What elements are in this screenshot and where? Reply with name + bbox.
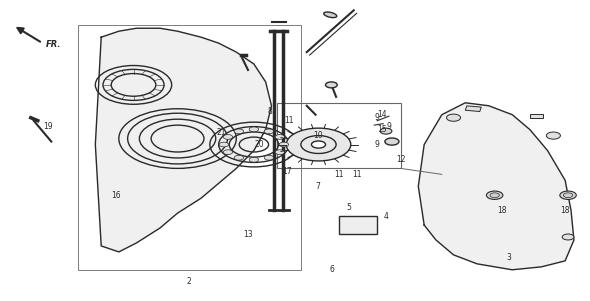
- Text: 10: 10: [314, 131, 323, 140]
- Circle shape: [563, 193, 573, 198]
- Text: 9: 9: [386, 122, 391, 131]
- Text: 20: 20: [255, 140, 264, 149]
- Circle shape: [560, 191, 576, 199]
- Text: 11: 11: [352, 170, 362, 179]
- Circle shape: [380, 128, 392, 134]
- Text: 18: 18: [497, 206, 507, 215]
- Text: 11: 11: [284, 116, 294, 125]
- Bar: [277, 103, 401, 168]
- Circle shape: [546, 132, 560, 139]
- Circle shape: [279, 142, 289, 147]
- Polygon shape: [96, 28, 271, 252]
- Circle shape: [312, 141, 326, 148]
- Text: 9: 9: [375, 140, 379, 149]
- Text: 16: 16: [111, 191, 121, 200]
- Text: 13: 13: [243, 229, 253, 238]
- Circle shape: [486, 191, 503, 199]
- Circle shape: [264, 155, 274, 160]
- Text: 3: 3: [507, 253, 512, 262]
- Circle shape: [249, 127, 258, 132]
- Circle shape: [219, 142, 229, 147]
- Circle shape: [264, 129, 274, 134]
- Text: 21: 21: [217, 128, 227, 137]
- Circle shape: [223, 150, 232, 154]
- Circle shape: [286, 128, 351, 161]
- Bar: [466, 106, 481, 112]
- Circle shape: [275, 150, 284, 154]
- Circle shape: [562, 234, 574, 240]
- Polygon shape: [418, 103, 574, 270]
- Bar: [78, 25, 301, 270]
- Circle shape: [275, 135, 284, 139]
- Text: 2: 2: [187, 277, 192, 286]
- Text: FR.: FR.: [45, 40, 61, 49]
- Text: 5: 5: [346, 203, 352, 212]
- Text: 7: 7: [315, 182, 320, 191]
- Text: 17: 17: [283, 167, 292, 176]
- Bar: [339, 216, 377, 234]
- Bar: [530, 114, 543, 118]
- Text: 6: 6: [330, 265, 335, 274]
- Text: 15: 15: [377, 125, 386, 134]
- Text: 8: 8: [268, 107, 273, 116]
- Circle shape: [326, 82, 337, 88]
- Text: 12: 12: [396, 155, 405, 164]
- Text: 11: 11: [335, 170, 344, 179]
- Text: 19: 19: [44, 122, 53, 131]
- Circle shape: [447, 114, 461, 121]
- Circle shape: [234, 129, 244, 134]
- Circle shape: [223, 135, 232, 139]
- Text: 4: 4: [384, 212, 388, 221]
- Ellipse shape: [324, 12, 337, 18]
- Circle shape: [490, 193, 499, 198]
- Circle shape: [249, 157, 258, 162]
- Text: 9: 9: [375, 113, 379, 122]
- Text: 14: 14: [377, 110, 386, 119]
- Circle shape: [234, 155, 244, 160]
- Text: 18: 18: [560, 206, 570, 215]
- Circle shape: [385, 138, 399, 145]
